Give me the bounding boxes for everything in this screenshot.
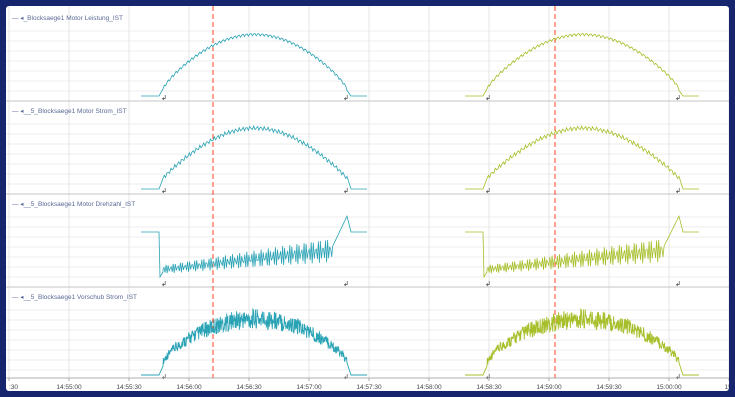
run-start-marker: ↲	[161, 373, 167, 381]
run-start-marker: ↲	[485, 94, 491, 102]
x-tick-label: 15:00:00	[656, 384, 682, 391]
x-tick-label: 14:56:00	[176, 384, 202, 391]
run-start-marker: ↲	[161, 280, 167, 288]
chart-frame: — ◂_Blocksaege1 Motor Leistung_IST ↲ ↲ ↲ ↲ — …	[6, 6, 729, 391]
series-line-4-run-1	[141, 307, 367, 376]
run-start-marker: ↲	[161, 94, 167, 102]
run-start-marker: ↲	[161, 187, 167, 195]
run-end-marker: ↲	[343, 280, 349, 288]
series-label-2: — ◂__5_Blocksaege1 Motor Strom_IST	[12, 108, 127, 115]
series-line-3-run-1	[141, 215, 367, 279]
trend-chart: — ◂_Blocksaege1 Motor Leistung_IST ↲ ↲ ↲ ↲ — …	[6, 6, 729, 391]
series-line-1-run-1	[141, 33, 367, 97]
run-end-marker: ↲	[675, 280, 681, 288]
x-tick-label: 14:57:30	[356, 384, 382, 391]
series-line-3-run-2	[465, 215, 699, 279]
run-end-marker: ↲	[675, 373, 681, 381]
run-end-marker: ↲	[343, 94, 349, 102]
series-line-2-run-2	[465, 124, 699, 190]
x-tick-label: 14:58:30	[476, 384, 502, 391]
x-tick-label: 14:55:30	[116, 384, 142, 391]
series-line-4-run-2	[465, 307, 699, 376]
x-tick-label: 14:56:30	[236, 384, 262, 391]
series-label-3: — ◂__5_Blocksaege1 Motor Drehzahl_IST	[12, 201, 135, 208]
series-line-2-run-1	[141, 124, 367, 190]
x-tick-label: 14:59:00	[536, 384, 562, 391]
series-line-1-run-2	[465, 33, 699, 97]
x-tick-label: 14:57:00	[296, 384, 322, 391]
run-start-marker: ↲	[485, 373, 491, 381]
x-tick-label: 14:59:30	[596, 384, 622, 391]
series-label-4: — ◂__5_Blocksaege1 Vorschub Strom_IST	[12, 294, 137, 301]
run-end-marker: ↲	[675, 187, 681, 195]
run-start-marker: ↲	[485, 187, 491, 195]
run-start-marker: ↲	[485, 280, 491, 288]
run-end-marker: ↲	[343, 187, 349, 195]
series-label-1: — ◂_Blocksaege1 Motor Leistung_IST	[12, 15, 123, 22]
run-end-marker: ↲	[675, 94, 681, 102]
run-end-marker: ↲	[343, 373, 349, 381]
x-tick-label: 14:55:00	[56, 384, 82, 391]
x-tick-label: :30	[9, 384, 18, 391]
x-tick-label: 14:58:00	[416, 384, 442, 391]
x-tick-label: 15:	[724, 384, 729, 391]
